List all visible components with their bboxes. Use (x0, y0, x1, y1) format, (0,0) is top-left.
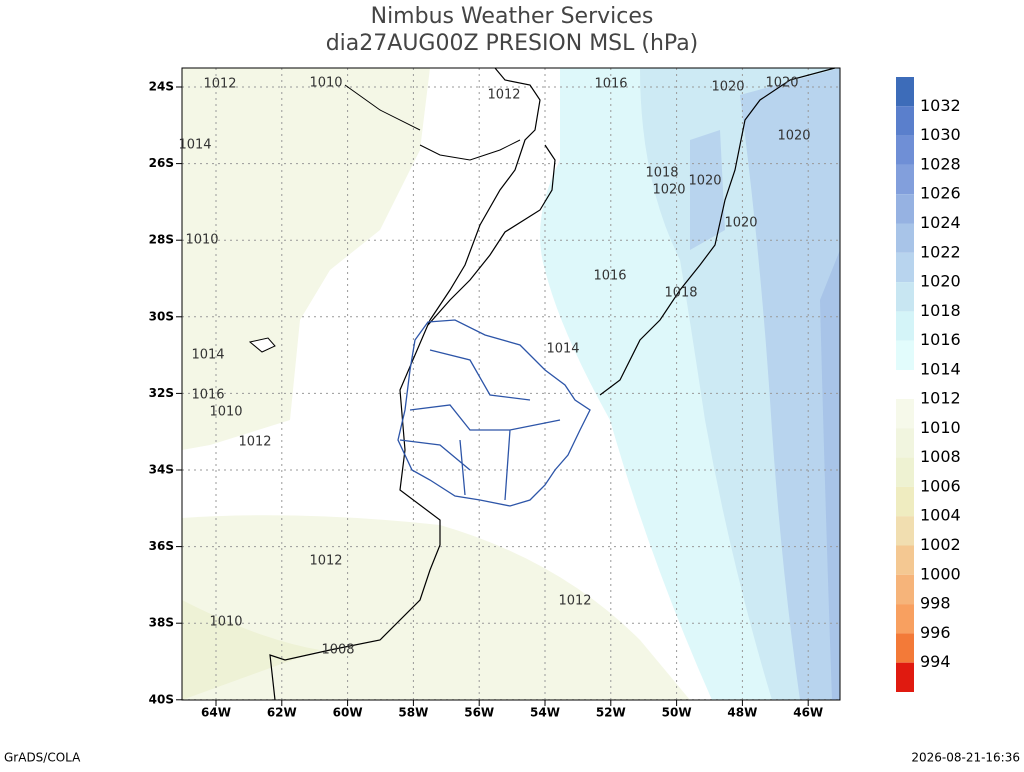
map: 24S 26S 28S 30S 32S 34S 36S 38S 40S 64W 62W 60W 58W 5… (149, 67, 841, 720)
colorbar-label: 1030 (920, 125, 961, 144)
colorbar-label: 1004 (920, 506, 961, 525)
colorbar-label: 994 (920, 652, 951, 671)
colorbar-label: 1026 (920, 184, 961, 203)
colorbar-swatch (896, 399, 914, 429)
colorbar-label: 1010 (920, 418, 961, 437)
lon-label: 58W (398, 706, 428, 720)
contour-label: 1010 (309, 76, 342, 91)
contour-label: 1020 (711, 80, 744, 95)
colorbar-label: 1028 (920, 154, 961, 173)
contour-label: 1014 (178, 138, 211, 153)
contour-label: 1020 (765, 76, 798, 91)
lat-label: 36S (149, 539, 174, 553)
lon-label: 62W (267, 706, 297, 720)
lat-label: 40S (149, 692, 174, 706)
lon-label: 56W (464, 706, 494, 720)
lon-label: 48W (727, 706, 757, 720)
contour-label: 1010 (209, 615, 242, 630)
colorbar-swatch (896, 311, 914, 341)
contour-label: 1020 (777, 129, 810, 144)
contour-label: 1012 (203, 77, 236, 92)
coastline (269, 67, 836, 701)
lon-label: 64W (201, 706, 231, 720)
colorbar-label: 1006 (920, 476, 961, 495)
lon-label: 60W (333, 706, 363, 720)
colorbar-swatch (896, 604, 914, 634)
contour-label: 1014 (191, 348, 224, 363)
colorbar-label: 1000 (920, 564, 961, 583)
colorbar-swatch (896, 106, 914, 136)
contour-label: 1012 (558, 594, 591, 609)
contour-label: 1014 (546, 342, 579, 357)
footer-right: 2026-08-21-16:36 (911, 751, 1020, 765)
uruguay (397, 319, 591, 507)
contour-label: 1018 (664, 286, 697, 301)
colorbar-swatch (896, 633, 914, 663)
pressure-fill (182, 68, 840, 700)
lat-label: 38S (149, 616, 174, 630)
colorbar-label: 998 (920, 594, 951, 613)
colorbar-swatch (896, 486, 914, 517)
footer-left: GrADS/COLA (4, 751, 81, 765)
lat-label: 32S (149, 386, 174, 400)
colorbar-swatch (896, 516, 914, 546)
contour-label: 1012 (309, 554, 342, 569)
lon-label: 46W (793, 706, 823, 720)
colorbar-label: 1002 (920, 535, 961, 554)
colorbar-label: 1022 (920, 242, 961, 261)
map-frame (181, 67, 841, 701)
contour-label: 1010 (185, 233, 218, 248)
colorbar-swatch (896, 77, 914, 107)
colorbar-swatch (896, 457, 914, 487)
colorbar-label: 996 (920, 623, 951, 642)
colorbar-swatch (896, 662, 914, 692)
colorbar-label: 1032 (920, 96, 961, 115)
colorbar-label: 1024 (920, 213, 961, 232)
contour-label: 1008 (321, 643, 354, 658)
lat-label: 28S (149, 233, 174, 247)
lon-label: 52W (596, 706, 626, 720)
colorbar-swatch (896, 194, 914, 224)
lat-label: 24S (149, 80, 174, 94)
colorbar: 1032 1030 1028 1026 1024 1022 1020 1018 1016 1014… (896, 77, 961, 692)
contour-label: 1012 (238, 435, 271, 450)
lon-label: 50W (662, 706, 692, 720)
contour-label: 1020 (652, 183, 685, 198)
colorbar-swatch (896, 340, 914, 370)
contour-label: 1012 (487, 88, 520, 103)
colorbar-swatch (896, 545, 914, 575)
colorbar-swatch (896, 223, 914, 253)
colorbar-label: 1020 (920, 272, 961, 291)
colorbar-swatch (896, 282, 914, 312)
contour-label: 1020 (688, 174, 721, 189)
colorbar-label: 1014 (920, 360, 961, 379)
contour-label: 1016 (593, 269, 626, 284)
lat-label: 26S (149, 156, 174, 170)
contour-label: 1016 (594, 77, 627, 92)
title: Nimbus Weather Services (371, 4, 654, 29)
colorbar-swatch (896, 135, 914, 165)
colorbar-label: 1012 (920, 389, 961, 408)
lake (248, 337, 276, 353)
lat-label: 34S (149, 463, 174, 477)
lon-label: 54W (530, 706, 560, 720)
contour-label: 1010 (209, 405, 242, 420)
colorbar-swatch (896, 164, 914, 195)
colorbar-label: 1018 (920, 301, 961, 320)
contour-label: 1016 (191, 388, 224, 403)
colorbar-swatch (896, 574, 914, 605)
subtitle: dia27AUG00Z PRESION MSL (hPa) (326, 31, 699, 56)
colorbar-swatch (896, 252, 914, 283)
colorbar-label: 1016 (920, 330, 961, 349)
lat-label: 30S (149, 309, 174, 323)
borders (344, 84, 521, 161)
contour-label: 1018 (645, 166, 678, 181)
colorbar-label: 1008 (920, 447, 961, 466)
grid: 24S 26S 28S 30S 32S 34S 36S 38S 40S 64W 62W 60W 58W 5… (149, 68, 840, 720)
colorbar-swatch (896, 428, 914, 458)
contour-label: 1020 (724, 216, 757, 231)
